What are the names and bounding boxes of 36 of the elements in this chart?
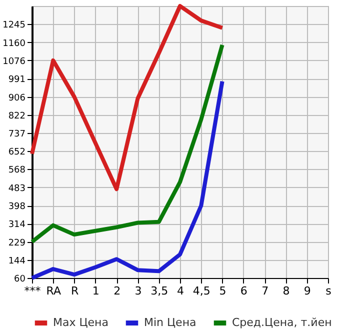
x-tick-label: 8 xyxy=(282,284,290,298)
y-tick-label: 60 xyxy=(14,274,26,284)
y-tick-label: 906 xyxy=(8,93,26,104)
x-tick-label: 9 xyxy=(304,284,311,298)
x-tick-label: 4,5 xyxy=(192,284,210,298)
y-tick-label: 568 xyxy=(8,166,26,176)
y-tick-label: 991 xyxy=(8,75,26,86)
line-series xyxy=(30,42,224,244)
y-tick-label: 737 xyxy=(8,130,26,140)
line-series xyxy=(30,79,224,280)
x-tick-label: 1 xyxy=(92,284,100,298)
x-tick-label: 5 xyxy=(219,284,226,298)
line-series xyxy=(30,4,224,192)
y-tick-label: 1076 xyxy=(2,56,26,67)
x-tick-label: 4 xyxy=(177,284,184,298)
y-tick-label: 398 xyxy=(8,202,26,212)
y-tick-label: 1160 xyxy=(2,38,26,49)
y-tick-label: 1245 xyxy=(2,20,26,31)
x-tick-label: 3,5 xyxy=(150,284,168,298)
x-tick-label: RA xyxy=(46,284,62,298)
x-tick-label: s xyxy=(326,284,332,298)
y-tick-label: 229 xyxy=(8,238,26,248)
x-tick-label: 6 xyxy=(240,284,248,298)
x-tick-label: 2 xyxy=(114,284,121,298)
x-tick-label: *** xyxy=(24,284,42,298)
x-tick-label: R xyxy=(70,284,79,298)
y-tick-label: 144 xyxy=(8,256,26,267)
y-tick-label: 483 xyxy=(8,184,26,194)
legend-label: Сред.Цена, т.йен xyxy=(232,316,332,329)
legend-label: Min Цена xyxy=(144,316,196,329)
legend-label: Max Цена xyxy=(53,316,108,329)
x-tick-label: 3 xyxy=(134,284,142,298)
y-tick-label: 652 xyxy=(8,148,26,158)
y-tick-label: 822 xyxy=(8,111,26,122)
x-tick-label: 7 xyxy=(262,284,269,298)
y-tick-label: 314 xyxy=(8,220,26,230)
